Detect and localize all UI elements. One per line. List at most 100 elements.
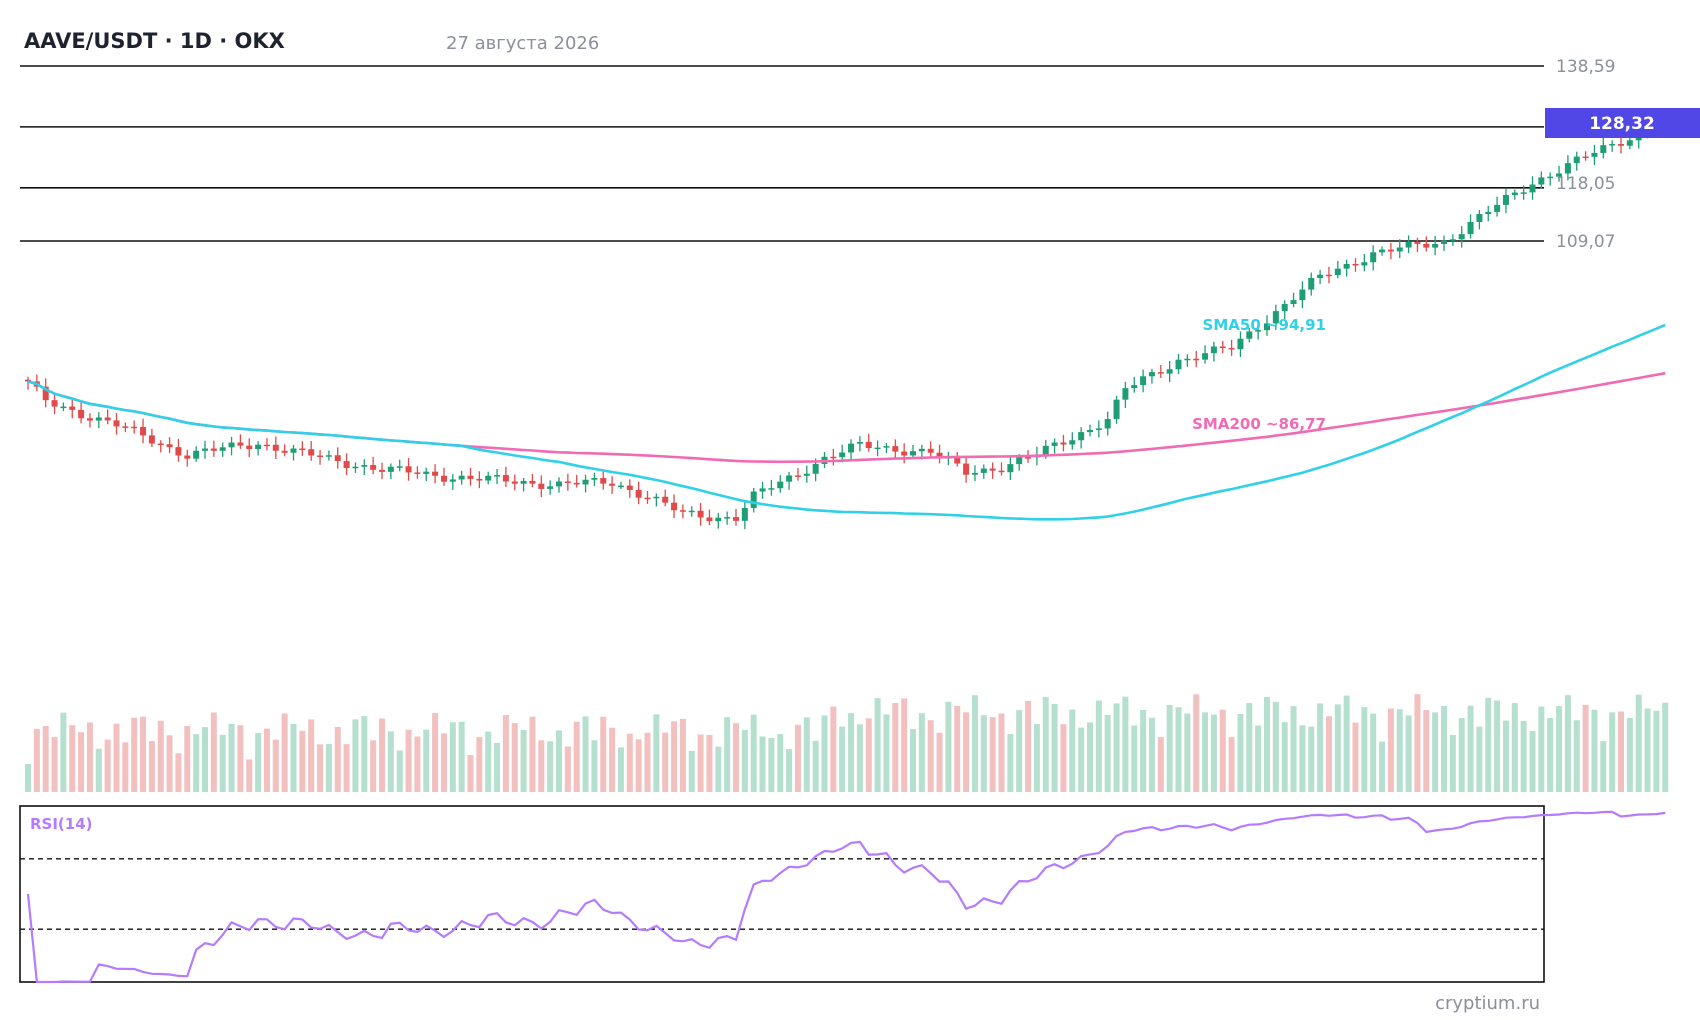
candle-body: [1025, 457, 1032, 459]
volume-bar: [1202, 712, 1209, 792]
candle-body: [777, 481, 784, 489]
rsi-line: [26, 810, 1666, 984]
candle-body: [564, 481, 571, 483]
volume-bar: [379, 718, 385, 792]
candle-body: [1441, 240, 1447, 245]
volume-bar: [1113, 703, 1120, 792]
volume-bar: [1290, 706, 1297, 792]
candle-body: [626, 485, 633, 490]
volume-bar: [86, 722, 93, 792]
volume-bar: [1140, 709, 1147, 792]
volume-bar: [272, 739, 279, 792]
volume-bar: [839, 726, 846, 792]
candle-body: [910, 451, 916, 456]
candle-body: [653, 496, 660, 499]
candle-body: [51, 400, 58, 407]
price-levels: [20, 65, 1544, 242]
candle-body: [1352, 264, 1359, 266]
last-price-badge: 128,32: [1545, 108, 1700, 138]
volume-bar: [1104, 714, 1111, 792]
candle-body: [1060, 442, 1067, 445]
rsi-panel: [19, 805, 1666, 984]
candle-body: [856, 442, 863, 444]
volume-bar: [662, 732, 669, 792]
volume-bar: [945, 701, 952, 792]
volume-bar: [113, 723, 120, 792]
volume-bar: [193, 734, 200, 792]
candle-body: [980, 468, 987, 473]
candle-body: [1370, 252, 1377, 263]
volume-bar: [51, 736, 58, 792]
candle-body: [1210, 346, 1217, 354]
volume-bar: [617, 747, 624, 792]
candle-body: [193, 450, 200, 459]
candle-body: [157, 443, 164, 445]
candle-body: [219, 447, 226, 451]
candle-body: [1361, 262, 1368, 266]
volume-bar: [794, 724, 801, 792]
candle-body: [733, 517, 739, 521]
candle-body: [272, 444, 279, 451]
volume-bar: [1343, 695, 1350, 792]
candle-body: [874, 447, 881, 450]
volume-bar: [1556, 706, 1563, 792]
volume-bar: [1618, 711, 1624, 792]
candle-body: [290, 448, 297, 453]
volume-bar: [1069, 709, 1076, 792]
volume-bar: [1449, 735, 1456, 792]
candle-body: [556, 481, 562, 487]
volume-bar: [918, 713, 925, 792]
volume-bar: [1432, 712, 1439, 792]
candle-body: [724, 517, 731, 519]
volume-bar: [423, 729, 430, 792]
volume-bar: [936, 732, 943, 792]
candle-body: [529, 480, 536, 484]
volume-bar: [865, 718, 872, 792]
candle-body: [971, 472, 978, 475]
volume-bar: [255, 732, 262, 792]
candle-body: [299, 448, 306, 451]
volume-bar: [954, 705, 961, 792]
volume-bar: [1520, 720, 1527, 792]
candle-body: [202, 448, 208, 451]
candle-body: [1184, 358, 1191, 361]
candle-body: [148, 435, 155, 444]
volume-bar: [609, 727, 616, 792]
volume-bar: [370, 740, 377, 792]
price-tick-label: 118,05: [1556, 174, 1615, 194]
candle-body: [1396, 247, 1403, 252]
candle-body: [1432, 244, 1439, 248]
volume-bar: [1352, 722, 1359, 792]
candle-body: [954, 457, 961, 464]
candle-body: [1104, 419, 1111, 429]
volume-bar: [175, 753, 182, 792]
candle-body: [989, 468, 996, 471]
candle-body: [839, 452, 846, 458]
volume-bar: [467, 755, 474, 792]
volume-bar: [1042, 696, 1049, 792]
volume-bar: [635, 739, 642, 792]
volume-bar: [1458, 718, 1465, 792]
volume-bar: [741, 729, 748, 792]
volume-bar: [1361, 707, 1368, 792]
candle-body: [1290, 300, 1297, 304]
candle-body: [768, 488, 775, 490]
volume-bar: [1653, 710, 1660, 792]
candle-body: [644, 497, 651, 500]
candle-body: [750, 491, 757, 508]
volume-bar: [901, 698, 908, 792]
candle-body: [370, 465, 377, 470]
volume-bar: [405, 729, 412, 792]
volume-bar: [1051, 703, 1058, 792]
candle-body: [786, 475, 793, 482]
volume-bar: [502, 714, 509, 792]
candle-body: [387, 466, 394, 472]
volume-bar: [1237, 713, 1244, 792]
candle-body: [113, 420, 120, 427]
volume-bar: [1087, 722, 1093, 792]
volume-bar: [60, 712, 67, 792]
candle-body: [1529, 184, 1536, 193]
volume-bar: [1538, 706, 1545, 792]
last-price-badge-bg: [1545, 108, 1700, 138]
candle-body: [228, 442, 235, 448]
